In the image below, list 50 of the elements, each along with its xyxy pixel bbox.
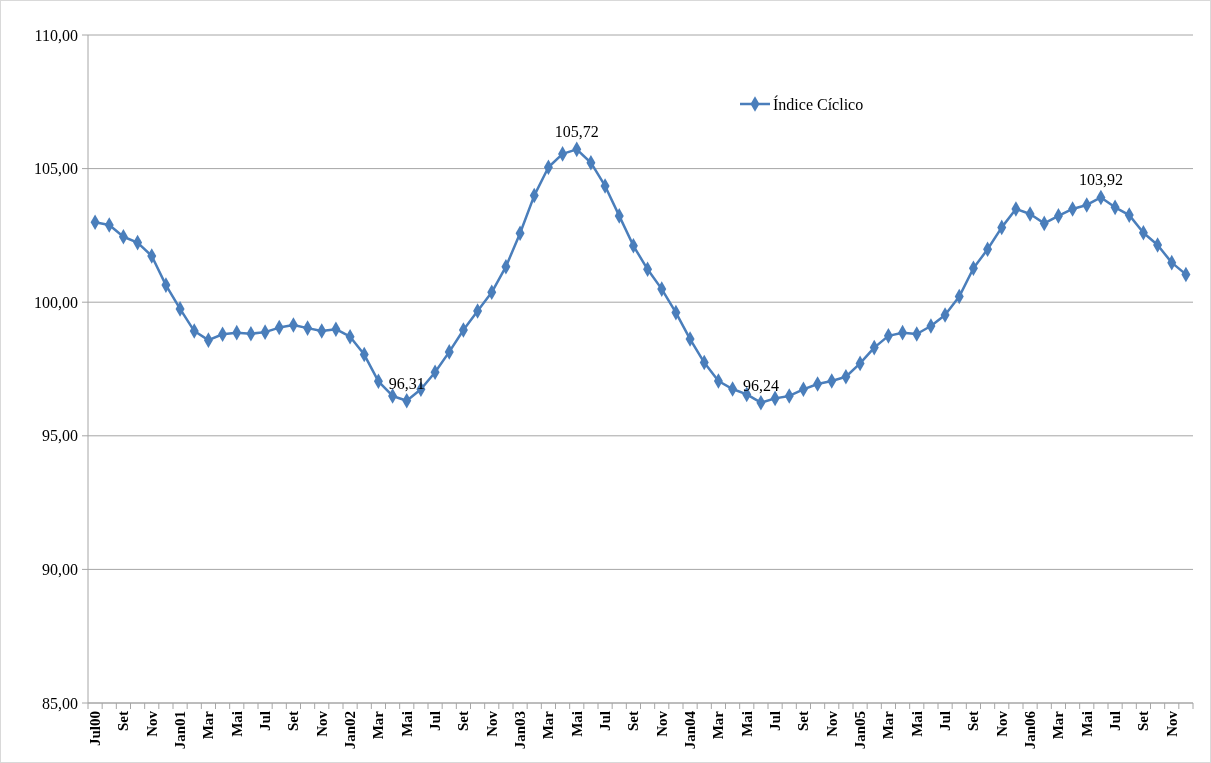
x-tick-label: Jul: [937, 711, 954, 732]
x-tick-label: Mai: [228, 711, 245, 737]
x-tick-label: Mar: [540, 710, 557, 740]
y-tick-label: 100,00: [34, 293, 78, 311]
x-tick-label: Jan06: [1022, 710, 1039, 750]
y-tick-label: 95,00: [42, 427, 78, 445]
x-tick-label: Jan05: [852, 711, 869, 750]
x-tick-label: Jul: [1107, 711, 1124, 732]
x-tick-label: Nov: [653, 710, 670, 737]
x-tick-label: Jan02: [342, 711, 359, 750]
x-tick-label: Jul: [257, 711, 274, 732]
x-tick-label: Nov: [993, 710, 1010, 737]
x-tick-label: Set: [625, 711, 642, 731]
x-tick-label: Nov: [483, 710, 500, 737]
x-tick-label: Nov: [143, 710, 160, 737]
x-tick-label: Mai: [398, 711, 415, 737]
data-label: 103,92: [1078, 171, 1123, 189]
x-tick-label: Jul00: [87, 711, 104, 747]
x-tick-label: Mar: [710, 710, 727, 740]
x-tick-label: Mar: [1050, 710, 1067, 740]
y-tick-label: 105,00: [34, 160, 78, 178]
x-tick-label: Jan01: [172, 711, 189, 750]
data-label: 96,31: [388, 374, 425, 392]
x-tick-label: Nov: [1163, 710, 1180, 737]
x-tick-label: Mai: [568, 711, 585, 737]
data-label: 96,24: [742, 376, 779, 394]
x-tick-label: Nov: [823, 710, 840, 737]
x-tick-label: Mar: [200, 710, 217, 740]
data-label: 105,72: [554, 123, 599, 141]
x-tick-label: Mar: [370, 710, 387, 740]
y-tick-label: 85,00: [42, 694, 78, 712]
x-tick-label: Jul: [767, 711, 784, 732]
y-tick-label: 110,00: [34, 26, 78, 44]
x-tick-label: Jul: [427, 711, 444, 732]
x-tick-label: Jan04: [682, 710, 699, 750]
x-tick-label: Mai: [738, 711, 755, 737]
legend-label: Índice Cíclico: [773, 94, 864, 113]
x-tick-label: Set: [965, 711, 982, 731]
x-tick-label: Set: [1135, 711, 1152, 731]
x-tick-label: Jan03: [512, 711, 529, 750]
x-tick-label: Set: [115, 711, 132, 731]
x-tick-label: Set: [285, 711, 302, 731]
y-tick-label: 90,00: [42, 561, 78, 578]
x-tick-label: Set: [455, 711, 472, 731]
x-tick-label: Mai: [908, 711, 925, 737]
x-tick-label: Mar: [880, 710, 897, 740]
x-tick-label: Set: [795, 711, 812, 731]
x-tick-label: Jul: [597, 711, 614, 732]
x-tick-label: Mai: [1078, 711, 1095, 737]
x-tick-label: Nov: [313, 710, 330, 737]
